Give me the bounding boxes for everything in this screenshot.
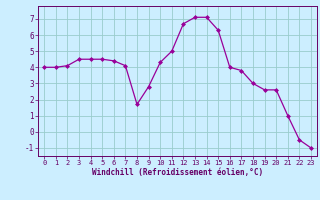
X-axis label: Windchill (Refroidissement éolien,°C): Windchill (Refroidissement éolien,°C) bbox=[92, 168, 263, 177]
